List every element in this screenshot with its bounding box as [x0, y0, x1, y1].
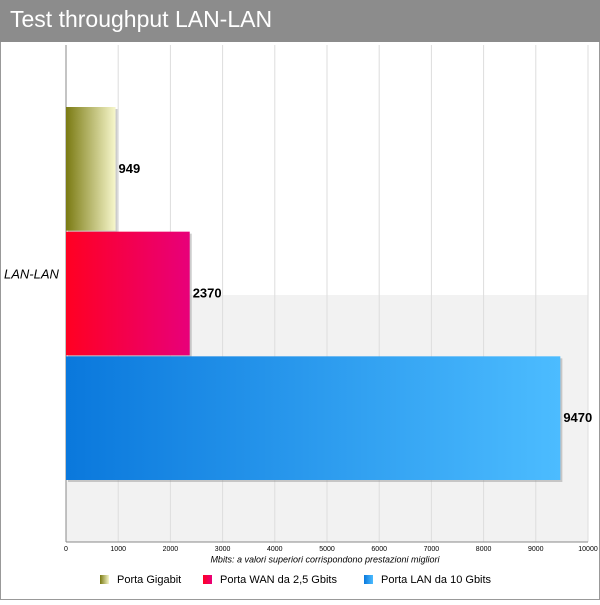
x-tick-label: 4000 — [267, 546, 283, 553]
value-label: 2370 — [193, 285, 222, 300]
x-tick-label: 9000 — [528, 546, 544, 553]
x-tick-label: 0 — [64, 546, 68, 553]
legend-swatch — [364, 575, 373, 584]
x-tick-label: 3000 — [215, 546, 231, 553]
x-tick-label: 7000 — [424, 546, 440, 553]
legend-swatch — [203, 575, 212, 584]
bar — [66, 356, 561, 480]
x-tick-label: 1000 — [110, 546, 126, 553]
legend-label: Porta WAN da 2,5 Gbits — [220, 574, 337, 586]
legend-swatch — [100, 575, 109, 584]
x-tick-label: 5000 — [319, 546, 335, 553]
x-axis-title: Mbits: a valori superiori corrispondono … — [210, 554, 440, 564]
bar — [66, 107, 116, 231]
x-tick-label: 6000 — [371, 546, 387, 553]
y-tick-label: LAN-LAN — [4, 266, 60, 281]
x-tick-label: 2000 — [163, 546, 179, 553]
header — [0, 0, 600, 42]
x-tick-label: 10000 — [578, 546, 598, 553]
chart-title: Test throughput LAN-LAN — [10, 6, 272, 32]
legend-label: Porta Gigabit — [117, 574, 181, 586]
bar — [66, 231, 190, 356]
value-label: 9470 — [563, 410, 592, 425]
value-label: 949 — [119, 161, 141, 176]
x-tick-label: 8000 — [476, 546, 492, 553]
legend-label: Porta LAN da 10 Gbits — [381, 574, 492, 586]
